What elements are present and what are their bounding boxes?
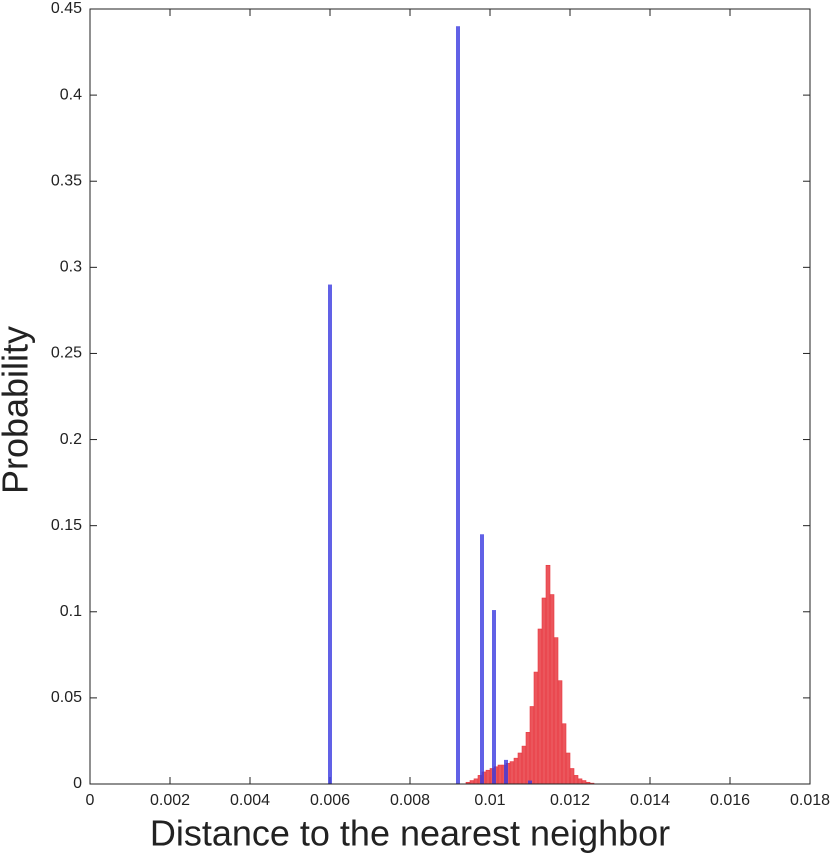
y-tick-label: 0.35 xyxy=(51,172,82,189)
histogram-bar xyxy=(573,775,579,785)
x-tick-label: 0.01 xyxy=(474,792,505,809)
histogram-bar xyxy=(549,594,555,785)
x-tick-label: 0.014 xyxy=(630,792,670,809)
x-axis-title: Distance to the nearest neighbor xyxy=(150,813,670,854)
y-tick-label: 0.1 xyxy=(60,603,82,620)
y-tick-label: 0.05 xyxy=(51,689,82,706)
histogram-bar xyxy=(485,769,491,785)
spike-bar xyxy=(480,534,484,784)
histogram-bar xyxy=(553,637,559,785)
histogram-bar xyxy=(525,732,531,785)
y-tick-label: 0.4 xyxy=(60,86,82,103)
histogram-bar xyxy=(473,778,479,785)
histogram-bar xyxy=(569,768,575,785)
histogram-bar xyxy=(533,671,539,785)
spike-bar xyxy=(504,759,508,784)
histogram-bar xyxy=(537,628,543,785)
spike-bar xyxy=(328,284,332,784)
y-tick-label: 0.3 xyxy=(60,259,82,276)
histogram-bar xyxy=(581,780,587,785)
y-tick-label: 0 xyxy=(73,775,82,792)
histogram-bar xyxy=(565,752,571,785)
x-tick-label: 0.006 xyxy=(310,792,350,809)
spike-bar xyxy=(492,610,496,784)
spike-bar xyxy=(528,780,532,784)
histogram-bar xyxy=(577,778,583,785)
x-tick-label: 0.012 xyxy=(550,792,590,809)
histogram-bar xyxy=(513,757,519,785)
histogram-bar xyxy=(521,745,527,785)
y-tick-label: 0.45 xyxy=(51,0,82,17)
x-tick-label: 0.008 xyxy=(390,792,430,809)
histogram-bar xyxy=(561,723,567,785)
histogram-bar xyxy=(509,761,515,785)
x-tick-label: 0.018 xyxy=(790,792,830,809)
histogram-bar xyxy=(545,564,551,785)
x-tick-label: 0.002 xyxy=(150,792,190,809)
histogram-bar xyxy=(497,764,503,785)
y-tick-label: 0.15 xyxy=(51,517,82,534)
histogram-bar xyxy=(557,680,563,785)
x-tick-label: 0.016 xyxy=(710,792,750,809)
histogram-bar xyxy=(529,706,535,785)
y-axis-title: Probability xyxy=(0,326,36,494)
histogram-bar xyxy=(541,597,547,785)
y-tick-label: 0.25 xyxy=(51,345,82,362)
plot-frame xyxy=(89,8,811,785)
spike-bar xyxy=(456,26,460,784)
histogram-bar xyxy=(517,752,523,785)
y-tick-label: 0.2 xyxy=(60,431,82,448)
histogram-bar xyxy=(469,780,475,785)
x-tick-label: 0.004 xyxy=(230,792,270,809)
x-tick-label: 0 xyxy=(86,792,95,809)
